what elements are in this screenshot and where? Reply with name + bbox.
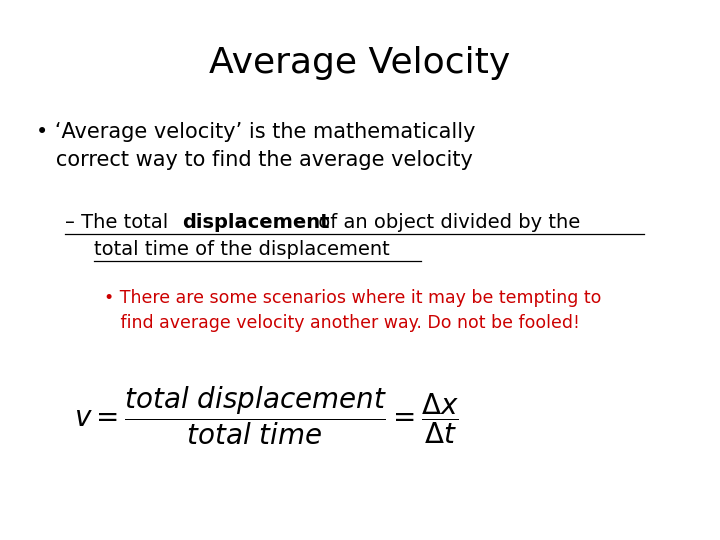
Text: $v = \dfrac{\mathit{total\ displacement}}{\mathit{total\ time}} = \dfrac{\Delta : $v = \dfrac{\mathit{total\ displacement}… <box>74 384 459 447</box>
Text: • There are some scenarios where it may be tempting to
   find average velocity : • There are some scenarios where it may … <box>104 289 602 332</box>
Text: Average Velocity: Average Velocity <box>210 46 510 80</box>
Text: – The total: – The total <box>65 213 174 232</box>
Text: total time of the displacement: total time of the displacement <box>94 240 390 259</box>
Text: of an object divided by the: of an object divided by the <box>312 213 581 232</box>
Text: • ‘Average velocity’ is the mathematically
   correct way to find the average ve: • ‘Average velocity’ is the mathematical… <box>36 122 475 170</box>
Text: displacement: displacement <box>182 213 330 232</box>
